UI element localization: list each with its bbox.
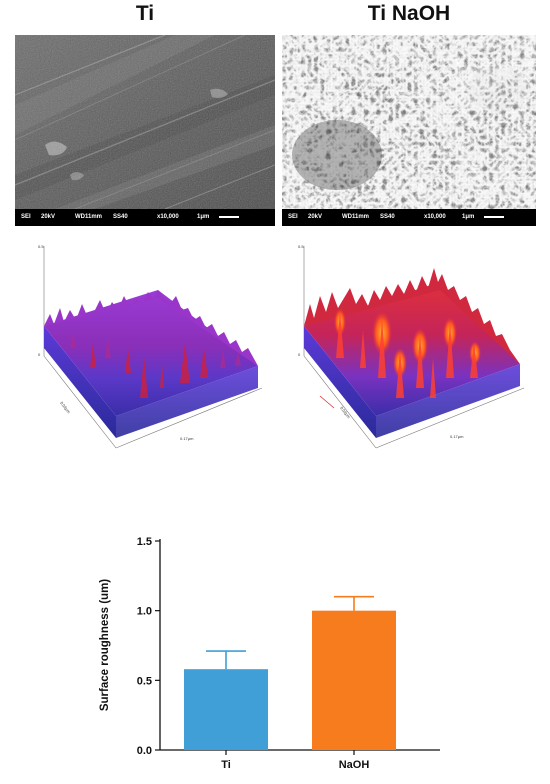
x-axis-label: 0.17μm <box>450 434 464 439</box>
sem-texture-ti <box>15 35 275 209</box>
sem-info-bar-ti: SEI 20kV WD11mm SS40 x10,000 1μm <box>15 209 275 226</box>
sem-mode: SEI <box>288 214 298 220</box>
sem-image-ti-naoh: SEI 20kV WD11mm SS40 x10,000 1μm <box>282 35 536 226</box>
afm-surface-ti-naoh: 0.5 0 0.02μm 0.17μm <box>298 244 525 449</box>
x-axis <box>375 387 525 449</box>
sem-scale-label: 1μm <box>197 214 210 220</box>
sem-ss: SS40 <box>113 214 128 220</box>
y-axis <box>43 355 117 449</box>
sem-mag: x10,000 <box>157 214 179 220</box>
panel-title-ti-naoh: Ti NaOH <box>367 2 451 25</box>
x-tick-label-naoh: NaOH <box>339 759 370 771</box>
bar-naoh <box>312 610 396 750</box>
afm-3d-plot-ti-naoh: 0.5 0 0.02μm 0.17μm <box>280 238 530 458</box>
sem-mode: SEI <box>21 214 31 220</box>
sem-wd: WD11mm <box>75 214 103 220</box>
y-axis <box>303 355 377 449</box>
x-tick-label-ti: Ti <box>221 759 231 771</box>
sem-ss: SS40 <box>380 214 395 220</box>
sem-info-bar-ti-naoh: SEI 20kV WD11mm SS40 x10,000 1μm <box>282 209 536 226</box>
y-tick-label: 1.0 <box>137 606 152 618</box>
x-axis <box>115 387 263 449</box>
y-axis-label: 0.02μm <box>59 401 72 415</box>
y-axis-label: Surface roughness (um) <box>99 579 111 711</box>
afm-3d-plot-ti: 0.5 0 0.02μm 0.17μm <box>30 238 270 458</box>
sem-scale-label: 1μm <box>462 214 475 220</box>
y-tick-label: 0.0 <box>137 745 152 757</box>
sem-wd: WD11mm <box>342 214 370 220</box>
bar-ti <box>184 669 268 750</box>
sem-image-ti: SEI 20kV WD11mm SS40 x10,000 1μm <box>15 35 275 226</box>
z-min-label: 0 <box>298 352 301 357</box>
y-axis-marker <box>319 395 335 409</box>
sem-voltage: 20kV <box>308 214 323 220</box>
sem-voltage: 20kV <box>41 214 56 220</box>
x-axis-label: 0.17μm <box>180 436 194 441</box>
chart-svg: 0.0 0.5 1.0 1.5 Ti NaOH Surface roughness (um… <box>99 536 440 771</box>
panel-title-ti: Ti <box>135 2 155 25</box>
y-tick-label: 1.5 <box>137 536 152 548</box>
sem-scale-bar <box>484 216 504 218</box>
sem-texture-ti-naoh <box>282 35 536 209</box>
afm-surface-ti: 0.5 0 0.02μm 0.17μm <box>38 244 263 449</box>
z-max-label: 0.5 <box>38 244 44 249</box>
sem-scale-bar <box>219 216 239 218</box>
sem-mag: x10,000 <box>424 214 446 220</box>
z-max-label: 0.5 <box>298 244 304 249</box>
z-min-label: 0 <box>38 352 41 357</box>
y-axis-label: 0.02μm <box>339 406 352 420</box>
y-tick-label: 0.5 <box>137 675 152 687</box>
surface-roughness-chart: 0.0 0.5 1.0 1.5 Ti NaOH Surface roughness (um… <box>90 525 450 779</box>
